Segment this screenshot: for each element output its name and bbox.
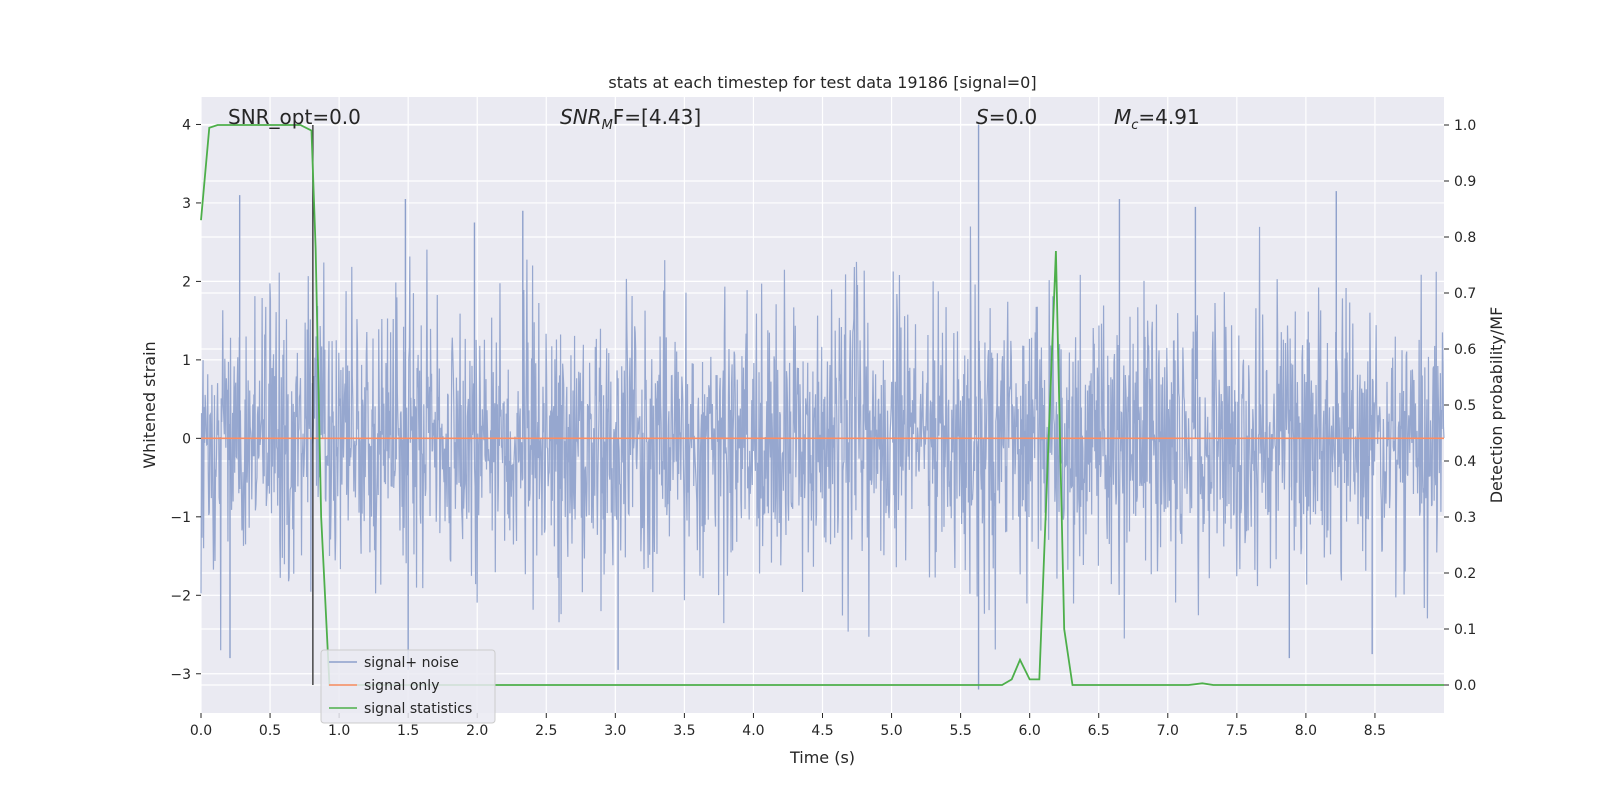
annotation-snr-mf-rest: F=[4.43] bbox=[613, 105, 701, 129]
annotation-s: S=0.0 bbox=[976, 105, 1037, 129]
annotation-s-rest: =0.0 bbox=[989, 105, 1038, 129]
tick-label-y-left-7: −3 bbox=[170, 667, 191, 683]
series-signal-noise bbox=[200, 124, 1445, 690]
tick-label-y-right-8: 0.2 bbox=[1454, 566, 1476, 582]
tick-label-y-right-2: 0.8 bbox=[1454, 230, 1476, 246]
tick-label-y-left-4: 0 bbox=[182, 431, 191, 447]
tick-label-x-8: 4.0 bbox=[742, 723, 764, 739]
tick-label-x-7: 3.5 bbox=[673, 723, 695, 739]
tick-label-x-1: 0.5 bbox=[259, 723, 281, 739]
series-lines bbox=[200, 124, 1444, 686]
tick-label-y-right-3: 0.7 bbox=[1454, 286, 1476, 302]
tick-label-x-11: 5.5 bbox=[949, 723, 971, 739]
y-axis-left-label: Whitened strain bbox=[140, 341, 159, 468]
tick-label-x-0: 0.0 bbox=[190, 723, 212, 739]
tick-label-y-right-10: 0.0 bbox=[1454, 678, 1476, 694]
tick-label-y-left-2: 2 bbox=[182, 274, 191, 290]
annotation-mc-base: M bbox=[1114, 105, 1131, 129]
annotation-mc-sub: c bbox=[1131, 118, 1138, 133]
annotation-snr-mf: SNRMF=[4.43] bbox=[560, 105, 701, 133]
tick-label-x-13: 6.5 bbox=[1088, 723, 1110, 739]
tick-label-x-10: 5.0 bbox=[880, 723, 902, 739]
tick-label-x-3: 1.5 bbox=[397, 723, 419, 739]
annotation-mc: Mc=4.91 bbox=[1114, 105, 1200, 133]
tick-label-x-16: 8.0 bbox=[1295, 723, 1317, 739]
annotation-snr-opt: SNR_opt=0.0 bbox=[228, 105, 361, 129]
tick-label-x-14: 7.0 bbox=[1157, 723, 1179, 739]
tick-label-y-left-1: 3 bbox=[182, 196, 191, 212]
tick-label-y-right-0: 1.0 bbox=[1454, 118, 1476, 134]
tick-label-x-6: 3.0 bbox=[604, 723, 626, 739]
legend: signal+ noise signal only signal statist… bbox=[320, 649, 496, 724]
annotation-snr-mf-base: SNR bbox=[560, 105, 602, 129]
tick-label-x-9: 4.5 bbox=[811, 723, 833, 739]
signal-statistics-line bbox=[200, 124, 1444, 686]
tick-label-x-5: 2.5 bbox=[535, 723, 557, 739]
tick-label-x-2: 1.0 bbox=[328, 723, 350, 739]
tick-label-y-right-4: 0.6 bbox=[1454, 342, 1476, 358]
legend-label-signal-only: signal only bbox=[364, 678, 439, 694]
x-axis-label: Time (s) bbox=[789, 748, 855, 767]
chart-title: stats at each timestep for test data 191… bbox=[608, 73, 1036, 92]
legend-label-signal-noise: signal+ noise bbox=[364, 655, 459, 671]
tick-label-y-left-6: −2 bbox=[170, 588, 191, 604]
tick-label-x-15: 7.5 bbox=[1226, 723, 1248, 739]
tick-label-y-left-5: −1 bbox=[170, 510, 191, 526]
annotation-s-base: S bbox=[976, 105, 989, 129]
tick-label-x-17: 8.5 bbox=[1364, 723, 1386, 739]
annotation-snr-mf-sub: M bbox=[602, 118, 613, 133]
tick-label-y-right-1: 0.9 bbox=[1454, 174, 1476, 190]
tick-label-y-right-7: 0.3 bbox=[1454, 510, 1476, 526]
axis-ticks: 0.0 0.5 1.0 1.5 2.0 2.5 3.0 3.5 4.0 4.5 5.0 5.5 6.0 6… bbox=[170, 117, 1476, 739]
legend-label-signal-statistics: signal statistics bbox=[364, 701, 472, 717]
legend-box bbox=[320, 649, 496, 724]
tick-label-y-right-5: 0.5 bbox=[1454, 398, 1476, 414]
y-axis-right-label: Detection probability/MF bbox=[1487, 307, 1506, 504]
tick-label-y-left-3: 1 bbox=[182, 353, 191, 369]
annotation-mc-rest: =4.91 bbox=[1138, 105, 1199, 129]
tick-label-y-right-9: 0.1 bbox=[1454, 622, 1476, 638]
tick-label-x-4: 2.0 bbox=[466, 723, 488, 739]
tick-label-y-right-6: 0.4 bbox=[1454, 454, 1476, 470]
tick-label-x-12: 6.0 bbox=[1019, 723, 1041, 739]
tick-label-y-left-0: 4 bbox=[182, 117, 191, 133]
